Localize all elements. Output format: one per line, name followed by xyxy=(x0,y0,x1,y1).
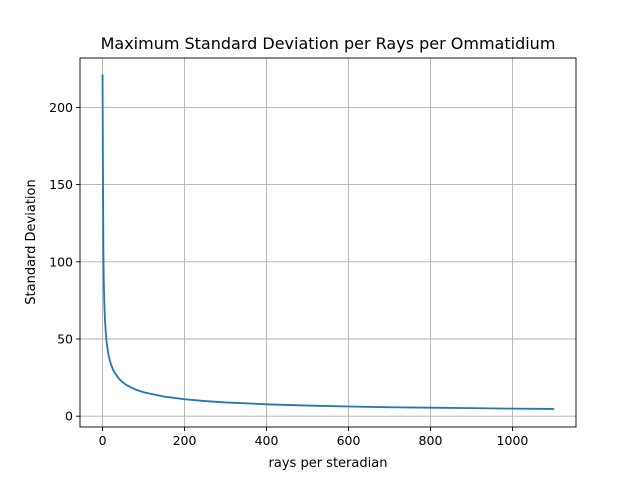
y-axis-label: Standard Deviation xyxy=(24,179,39,304)
x-tick-label: 800 xyxy=(419,433,443,448)
chart-title: Maximum Standard Deviation per Rays per … xyxy=(101,34,556,53)
y-tick-label: 50 xyxy=(57,331,73,346)
plot-area xyxy=(101,74,555,410)
x-tick-label: 600 xyxy=(337,433,361,448)
y-tick-label: 150 xyxy=(49,177,73,192)
axes-frame xyxy=(79,57,577,428)
y-tick-label: 0 xyxy=(65,409,73,424)
y-tick-label: 200 xyxy=(49,100,73,115)
x-tick-label: 400 xyxy=(255,433,279,448)
x-tick-label: 200 xyxy=(173,433,197,448)
x-axis-label: rays per steradian xyxy=(269,456,388,471)
x-tick-label: 1000 xyxy=(497,433,529,448)
x-tick-label: 0 xyxy=(99,433,107,448)
y-tick-label: 100 xyxy=(49,254,73,269)
series-line xyxy=(101,74,555,410)
ticks: 0 200 400 600 800 1000 0 50 100 150 200 xyxy=(49,100,528,448)
grid xyxy=(80,58,576,427)
